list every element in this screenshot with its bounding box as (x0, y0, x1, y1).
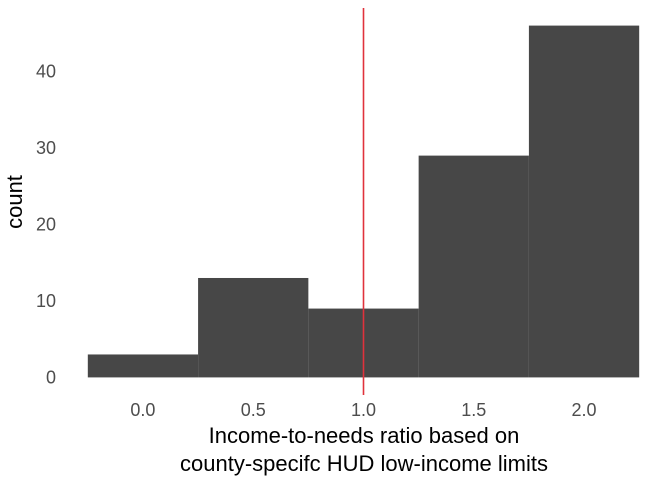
y-axis-title: count (2, 175, 27, 229)
histogram-bar-5 (528, 25, 640, 378)
x-tick-label: 1.5 (461, 400, 486, 420)
x-axis-title-line-2: county-specifc HUD low-income limits (180, 451, 548, 476)
y-tick-label: 30 (36, 138, 56, 158)
histogram-bar-1 (87, 354, 199, 378)
x-axis-title-line-1: Income-to-needs ratio based on (209, 423, 520, 448)
y-tick-label: 10 (36, 291, 56, 311)
x-tick-label: 0.5 (241, 400, 266, 420)
y-tick-label: 40 (36, 61, 56, 81)
y-tick-label: 20 (36, 214, 56, 234)
x-tick-label: 2.0 (572, 400, 597, 420)
histogram-bars (87, 25, 640, 378)
x-tick-label: 0.0 (130, 400, 155, 420)
y-tick-label: 0 (46, 367, 56, 387)
x-axis-ticks: 0.0 0.5 1.0 1.5 2.0 (130, 400, 596, 420)
y-axis-ticks: 0 10 20 30 40 (36, 61, 56, 387)
histogram-bar-2 (198, 277, 309, 378)
histogram-bar-4 (418, 155, 529, 378)
x-tick-label: 1.0 (351, 400, 376, 420)
